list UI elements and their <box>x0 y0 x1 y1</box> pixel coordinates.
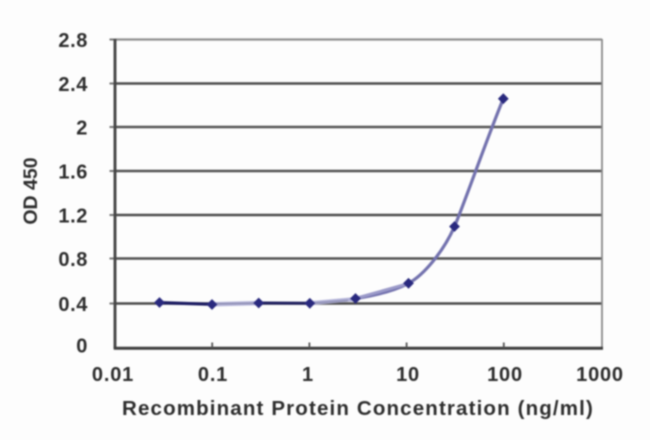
svg-text:0.4: 0.4 <box>58 294 88 316</box>
svg-text:OD 450: OD 450 <box>20 157 42 224</box>
svg-text:2.4: 2.4 <box>58 74 88 96</box>
svg-text:0: 0 <box>76 336 88 358</box>
svg-text:0.01: 0.01 <box>92 364 134 386</box>
svg-text:2: 2 <box>76 118 88 140</box>
svg-text:100: 100 <box>487 364 523 386</box>
svg-text:1: 1 <box>302 364 314 386</box>
svg-text:10: 10 <box>396 364 420 386</box>
svg-text:0.8: 0.8 <box>58 249 88 271</box>
svg-text:1000: 1000 <box>576 364 624 386</box>
svg-text:1.6: 1.6 <box>58 162 88 184</box>
svg-text:1.2: 1.2 <box>58 206 88 228</box>
svg-text:2.8: 2.8 <box>58 30 88 52</box>
svg-text:Recombinant Protein Concentrat: Recombinant Protein Concentration (ng/ml… <box>122 397 594 420</box>
svg-text:0.1: 0.1 <box>198 364 228 386</box>
